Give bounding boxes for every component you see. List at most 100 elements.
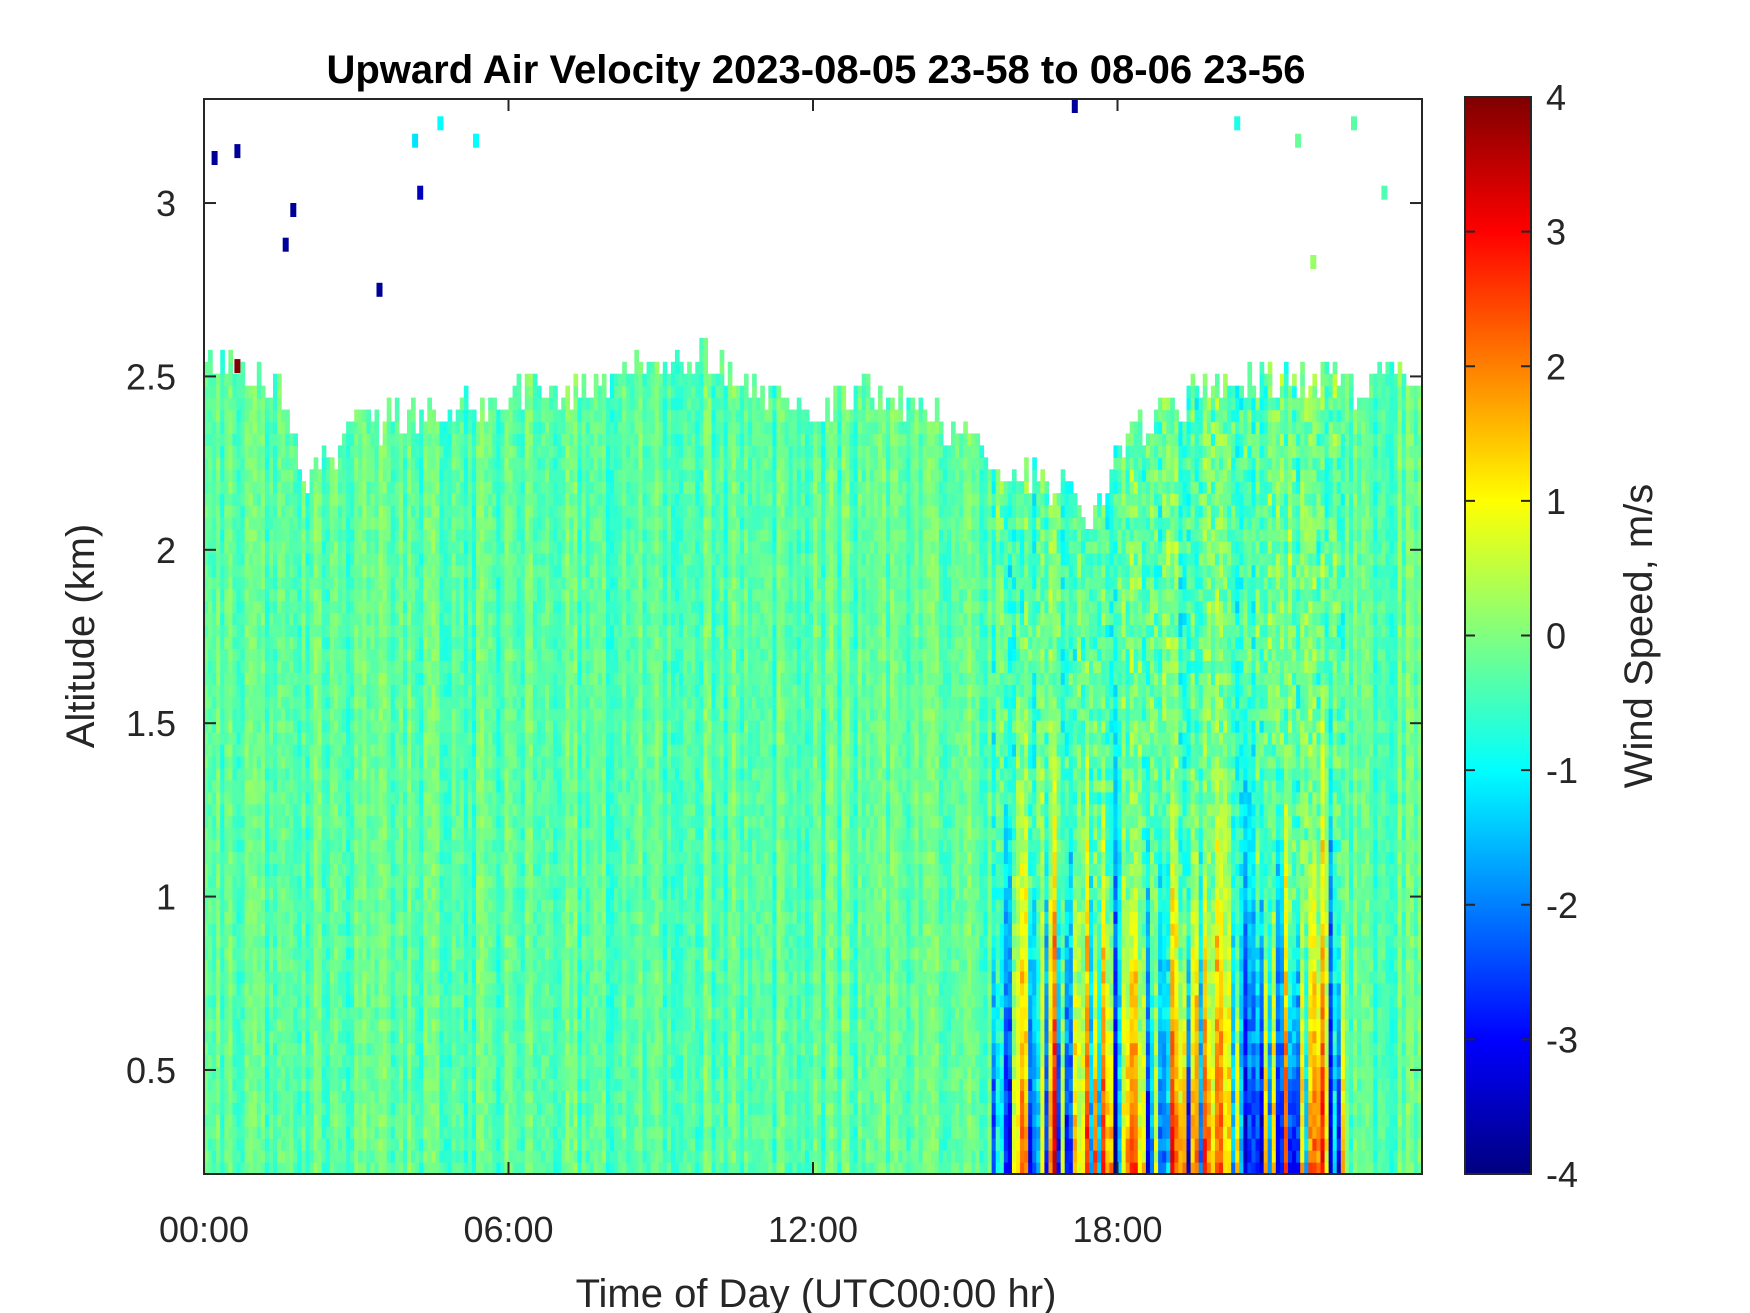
heatmap-cell — [240, 791, 246, 805]
heatmap-cell — [252, 959, 258, 972]
heatmap-cell — [232, 982, 238, 996]
heatmap-cell — [370, 803, 376, 817]
heatmap-cell — [220, 1042, 225, 1056]
heatmap-cell — [402, 660, 408, 673]
heatmap-cell — [346, 1006, 351, 1020]
heatmap-cell — [512, 672, 518, 685]
heatmap-cell — [398, 457, 404, 470]
heatmap-cell — [480, 481, 485, 494]
heatmap-cell — [463, 791, 469, 805]
heatmap-cell — [362, 755, 367, 769]
heatmap-cell — [301, 791, 307, 805]
heatmap-cell — [305, 660, 311, 673]
heatmap-cell — [216, 839, 221, 853]
heatmap-cell — [216, 445, 221, 458]
heatmap-cell — [321, 863, 327, 876]
heatmap-cell — [500, 1018, 506, 1032]
heatmap-cell — [358, 923, 363, 936]
heatmap-cell — [496, 959, 501, 972]
heatmap-cell — [289, 505, 294, 518]
heatmap-cell — [512, 1066, 518, 1080]
heatmap-cell — [248, 887, 254, 900]
heatmap-cell — [297, 684, 303, 697]
heatmap-cell — [358, 421, 363, 435]
heatmap-cell — [411, 744, 416, 757]
heatmap-cell — [277, 1042, 282, 1056]
heatmap-cell — [386, 935, 392, 948]
heatmap-cell — [463, 875, 469, 888]
heatmap-cell — [476, 1090, 481, 1103]
heatmap-cell — [455, 636, 461, 650]
heatmap-cell — [264, 947, 270, 960]
heatmap-cell — [240, 1006, 246, 1020]
heatmap-cell — [248, 982, 254, 996]
heatmap-cell — [492, 1066, 497, 1080]
heatmap-cell — [264, 899, 270, 912]
heatmap-cell — [346, 875, 351, 888]
heatmap-cell — [362, 529, 367, 542]
heatmap-cell — [285, 959, 290, 972]
heatmap-cell — [232, 767, 238, 781]
heatmap-cell — [504, 827, 510, 841]
heatmap-cell — [317, 863, 323, 876]
heatmap-cell — [431, 875, 437, 888]
heatmap-cell — [435, 1042, 441, 1056]
heatmap-cell — [224, 827, 229, 841]
heatmap-cell — [476, 1138, 481, 1151]
heatmap-cell — [256, 839, 262, 853]
heatmap-cell — [431, 1042, 437, 1056]
heatmap-cell — [488, 994, 493, 1008]
heatmap-cell — [281, 433, 286, 446]
heatmap-cell — [301, 493, 307, 506]
heatmap-cell — [508, 1078, 514, 1091]
heatmap-cell — [484, 588, 489, 602]
heatmap-cell — [492, 744, 497, 757]
heatmap-cell — [471, 672, 477, 685]
heatmap-cell — [240, 744, 246, 757]
heatmap-cell — [260, 1066, 266, 1080]
heatmap-cell — [228, 720, 234, 733]
heatmap-cell — [394, 767, 400, 781]
heatmap-cell — [435, 708, 441, 721]
heatmap-cell — [350, 970, 355, 984]
heatmap-cell — [248, 576, 254, 590]
heatmap-cell — [427, 708, 432, 721]
heatmap-cell — [354, 505, 359, 518]
heatmap-cell — [370, 708, 376, 721]
heatmap-cell — [463, 827, 469, 841]
heatmap-cell — [281, 1006, 286, 1020]
heatmap-cell — [208, 552, 213, 566]
heatmap-cell — [480, 1114, 485, 1127]
heatmap-cell — [484, 540, 489, 554]
heatmap-cell — [216, 935, 221, 948]
heatmap-cell — [492, 708, 497, 721]
heatmap-cell — [362, 409, 367, 423]
heatmap-cell — [467, 767, 473, 781]
heatmap-cell — [240, 755, 246, 769]
heatmap-cell — [216, 779, 221, 793]
heatmap-cell — [508, 947, 514, 960]
heatmap-cell — [443, 1150, 449, 1163]
heatmap-cell — [297, 576, 303, 590]
heatmap-cell — [415, 791, 420, 805]
heatmap-cell — [208, 564, 213, 578]
heatmap-cell — [386, 875, 392, 888]
heatmap-cell — [268, 529, 274, 542]
heatmap-cell — [492, 505, 497, 518]
heatmap-cell — [374, 660, 380, 673]
heatmap-cell — [366, 493, 372, 506]
heatmap-cell — [350, 469, 355, 482]
heatmap-cell — [305, 624, 311, 638]
heatmap-cell — [427, 1066, 432, 1080]
heatmap-cell — [394, 1006, 400, 1020]
heatmap-cell — [439, 493, 445, 506]
heatmap-cell — [337, 1006, 343, 1020]
heatmap-cell — [212, 815, 217, 829]
heatmap-cell — [455, 552, 461, 566]
heatmap-cell — [443, 552, 449, 566]
heatmap-cell — [504, 517, 510, 530]
heatmap-cell — [346, 935, 351, 948]
heatmap-cell — [407, 612, 412, 626]
heatmap-cell — [317, 600, 323, 614]
heatmap-cell — [333, 540, 339, 554]
